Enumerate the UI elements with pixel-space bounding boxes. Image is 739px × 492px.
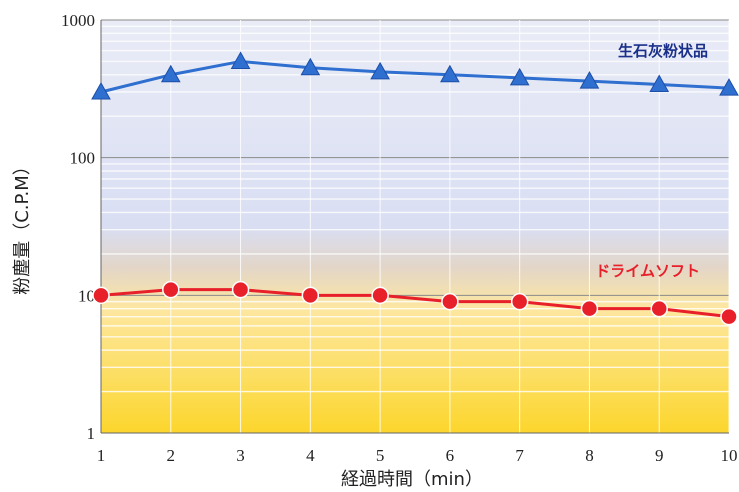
- x-tick-label: 3: [236, 446, 245, 465]
- series-label-quicklime: 生石灰粉状品: [618, 42, 708, 60]
- data-point-circle: [231, 280, 250, 299]
- x-tick-label: 9: [655, 446, 664, 465]
- y-tick-label: 100: [70, 149, 96, 168]
- series-layer: [91, 51, 739, 326]
- series-0: [91, 51, 739, 100]
- series-label-dryme-soft: ドライムソフト: [595, 262, 700, 280]
- x-tick-label: 2: [167, 446, 176, 465]
- x-tick-labels: 1 2 3 4 5 6 7 8 9 10: [97, 446, 738, 465]
- data-point-circle: [720, 307, 738, 326]
- x-tick-label: 4: [306, 446, 315, 465]
- data-point-circle: [580, 299, 599, 318]
- series-line: [100, 59, 730, 94]
- data-point-circle: [92, 286, 110, 305]
- data-point-triangle: [91, 81, 111, 100]
- y-axis-title: 粉塵量（C.P.M）: [12, 157, 33, 295]
- data-point-circle: [371, 286, 389, 305]
- series-1: [92, 280, 738, 326]
- data-point-triangle: [230, 51, 251, 69]
- data-point-circle: [162, 280, 180, 299]
- data-point-triangle: [509, 67, 530, 86]
- y-tick-label: 10: [78, 286, 95, 305]
- data-point-triangle: [440, 64, 460, 83]
- x-tick-label: 7: [515, 446, 524, 465]
- x-tick-label: 8: [585, 446, 594, 465]
- data-point-circle: [301, 286, 320, 305]
- y-tick-label: 1: [87, 424, 96, 443]
- y-tick-label: 1000: [61, 11, 95, 30]
- data-point-triangle: [579, 71, 600, 89]
- data-point-triangle: [300, 57, 321, 76]
- data-point-triangle: [370, 61, 390, 80]
- data-point-circle: [510, 292, 529, 311]
- x-axis-title: 経過時間（min）: [341, 469, 483, 490]
- data-point-triangle: [719, 78, 739, 96]
- data-point-triangle: [160, 64, 181, 83]
- grid: [100, 19, 730, 434]
- plot-background: [101, 20, 729, 433]
- x-tick-label: 10: [721, 446, 738, 465]
- data-point-triangle: [649, 74, 670, 92]
- x-tick-label: 5: [376, 446, 385, 465]
- x-tick-label: 6: [446, 446, 455, 465]
- x-tick-label: 1: [97, 446, 106, 465]
- data-point-circle: [650, 299, 668, 318]
- data-point-circle: [441, 292, 459, 311]
- series-line: [100, 288, 730, 319]
- y-tick-labels: 1 10 100 1000: [61, 11, 95, 443]
